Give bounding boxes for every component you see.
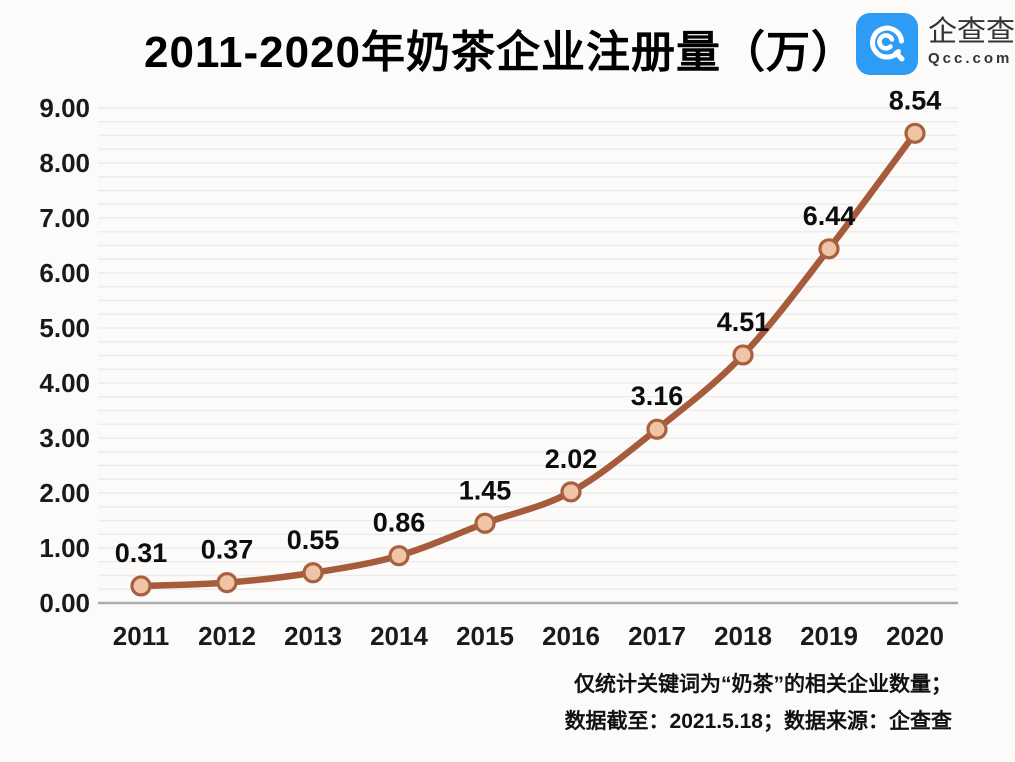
footnote-line-2: 数据截至：2021.5.18；数据来源：企查查: [564, 710, 952, 733]
x-tick-label: 2016: [542, 621, 600, 651]
y-tick-label: 8.00: [39, 148, 90, 178]
data-point: [302, 562, 324, 584]
y-tick-label: 6.00: [39, 258, 90, 288]
qcc-logo-icon: [856, 13, 918, 75]
data-label: 8.54: [889, 85, 942, 115]
x-tick-label: 2020: [886, 621, 944, 651]
x-tick-label: 2017: [628, 621, 686, 651]
data-point: [388, 545, 410, 567]
y-tick-label: 2.00: [39, 478, 90, 508]
qcc-logo: 企查查 Qcc.com: [856, 13, 1015, 77]
data-label: 6.44: [803, 201, 856, 231]
chart-title: 2011-2020年奶茶企业注册量（万）: [144, 28, 856, 77]
data-point: [474, 512, 496, 534]
data-point: [130, 575, 152, 597]
x-tick-label: 2013: [284, 621, 342, 651]
x-tick-label: 2018: [714, 621, 772, 651]
qcc-logo-domain: Qcc.com: [928, 50, 1013, 67]
data-label: 3.16: [631, 381, 684, 411]
qcc-logo-name: 企查查: [928, 16, 1015, 48]
data-label: 0.31: [115, 538, 168, 568]
y-tick-label: 5.00: [39, 313, 90, 343]
x-tick-label: 2015: [456, 621, 514, 651]
footnote-line-1: 仅统计关键词为“奶茶”的相关企业数量；: [574, 673, 952, 696]
data-label: 0.86: [373, 508, 426, 538]
x-tick-label: 2012: [198, 621, 256, 651]
data-point: [216, 572, 238, 594]
data-point: [732, 344, 754, 366]
chart-footnote: 仅统计关键词为“奶茶”的相关企业数量； 数据截至：2021.5.18；数据来源：…: [565, 666, 952, 740]
data-label: 0.37: [201, 535, 254, 565]
y-tick-label: 0.00: [39, 588, 90, 618]
data-label: 2.02: [545, 444, 598, 474]
x-tick-label: 2014: [370, 621, 428, 651]
data-label: 1.45: [459, 475, 512, 505]
data-point: [904, 122, 926, 144]
data-label: 4.51: [717, 307, 770, 337]
data-point: [560, 481, 582, 503]
data-line: [137, 130, 919, 590]
y-tick-label: 1.00: [39, 533, 90, 563]
y-tick-label: 4.00: [39, 368, 90, 398]
x-tick-label: 2019: [800, 621, 858, 651]
data-point: [818, 238, 840, 260]
y-tick-label: 3.00: [39, 423, 90, 453]
y-tick-label: 7.00: [39, 203, 90, 233]
qcc-logo-text: 企查查 Qcc.com: [928, 15, 1015, 69]
y-tick-label: 9.00: [39, 93, 90, 123]
x-tick-label: 2011: [113, 621, 169, 651]
data-label: 0.55: [287, 525, 340, 555]
data-point: [646, 418, 668, 440]
